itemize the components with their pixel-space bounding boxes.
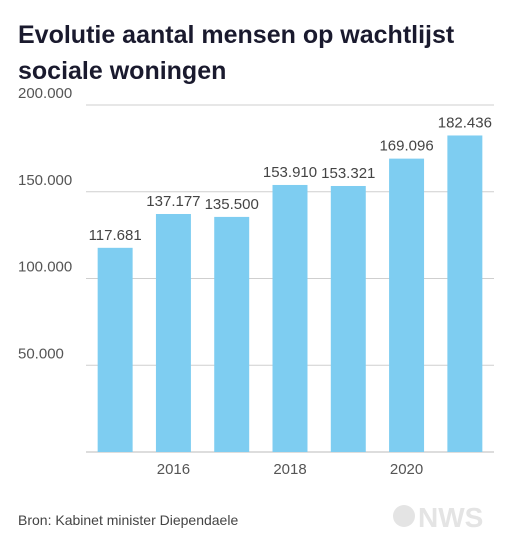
value-label: 182.436 (438, 114, 492, 131)
logo-icon (393, 505, 415, 527)
bar (447, 135, 483, 452)
bar (214, 216, 250, 452)
value-label: 153.321 (321, 165, 375, 182)
y-tick-label: 150.000 (18, 172, 72, 189)
y-tick-label: 200.000 (18, 85, 72, 102)
value-label: 153.910 (263, 164, 317, 181)
chart-title: Evolutie aantal mensen op wachtlijst (18, 21, 455, 49)
value-label: 137.177 (146, 193, 200, 210)
value-label: 135.500 (205, 196, 259, 213)
value-label: 169.096 (379, 138, 433, 155)
y-tick-label: 50.000 (18, 345, 64, 362)
source: Bron: Kabinet minister Diependaele (18, 512, 238, 528)
bar (330, 185, 366, 452)
bar (155, 213, 191, 452)
logo: NWS (418, 502, 483, 533)
chart-title: sociale woningen (18, 57, 226, 85)
x-tick-label: 2016 (157, 461, 190, 478)
bar (272, 184, 308, 452)
x-tick-label: 2018 (273, 461, 306, 478)
bar (97, 247, 133, 452)
bar (389, 158, 425, 452)
x-tick-label: 2020 (390, 461, 423, 478)
y-tick-label: 100.000 (18, 259, 72, 276)
value-label: 117.681 (89, 227, 142, 244)
